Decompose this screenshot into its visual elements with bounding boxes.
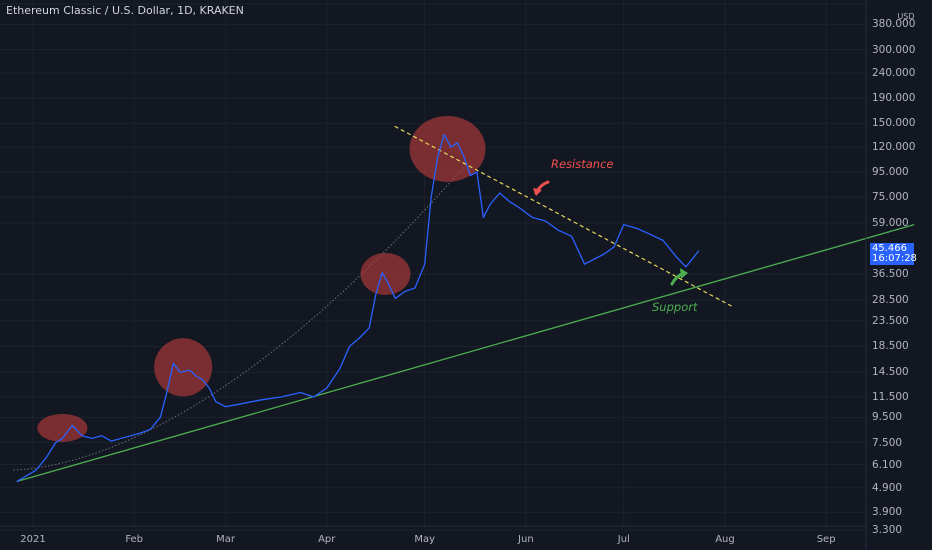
- price-tick-label: 120.000: [872, 141, 916, 154]
- time-tick-label: Jul: [617, 534, 630, 545]
- highlight-circle: [409, 115, 486, 182]
- price-tick-label: 59.000: [872, 216, 909, 229]
- support-label: Support: [652, 300, 698, 314]
- parabolic-curve: [13, 166, 465, 471]
- time-tick-label: Aug: [715, 534, 735, 545]
- price-tick-label: 300.000: [872, 43, 916, 56]
- price-tick-label: 18.500: [872, 340, 909, 353]
- price-tick-label: 75.000: [872, 191, 909, 204]
- currency-label: USD: [897, 12, 915, 21]
- price-tick-label: 3.300: [872, 524, 903, 536]
- price-tick-label: 6.100: [872, 458, 903, 471]
- time-tick-label: 2021: [20, 534, 46, 545]
- price-tick-label: 380.000: [872, 18, 916, 31]
- support-line: [16, 223, 915, 483]
- current-price: 45.466: [872, 243, 907, 254]
- time-tick-label: Jun: [518, 534, 534, 545]
- price-tick-label: 150.000: [872, 117, 916, 130]
- price-tick-label: 14.500: [872, 366, 909, 379]
- price-tick-label: 3.900: [872, 506, 903, 519]
- price-tick-label: 11.500: [872, 390, 909, 403]
- time-tick-label: Apr: [318, 534, 336, 545]
- current-price-badge: 45.466 16:07:28: [870, 243, 917, 265]
- time-tick-label: May: [414, 534, 436, 545]
- support-trendline: [16, 223, 915, 483]
- price-tick-label: 240.000: [872, 67, 916, 80]
- support-arrow-head: [680, 268, 688, 279]
- highlight-circle: [154, 338, 213, 397]
- price-line: [16, 133, 700, 483]
- highlight-circle: [360, 252, 411, 295]
- time-tick-label: Mar: [216, 534, 235, 545]
- resistance-trendline: [394, 125, 732, 307]
- price-tick-label: 190.000: [872, 92, 916, 105]
- highlight-circle: [37, 413, 88, 442]
- price-tick-label: 28.500: [872, 294, 909, 307]
- resistance-line: [394, 125, 732, 307]
- price-tick-label: 23.500: [872, 314, 909, 327]
- annotation-arrows: [533, 180, 688, 286]
- chart-title: Ethereum Classic / U.S. Dollar, 1D, KRAK…: [6, 4, 244, 17]
- resistance-label: Resistance: [551, 157, 614, 171]
- bar-countdown: 16:07:28: [872, 253, 917, 264]
- price-tick-label: 36.500: [872, 267, 909, 280]
- price-series: [16, 133, 700, 483]
- time-tick-label: Feb: [125, 534, 144, 545]
- price-tick-label: 7.500: [872, 436, 903, 449]
- price-tick-label: 9.500: [872, 411, 903, 424]
- price-tick-label: 95.000: [872, 166, 909, 179]
- time-tick-label: Sep: [816, 534, 836, 545]
- price-tick-label: 4.900: [872, 481, 903, 494]
- resistance-arrow-head: [533, 188, 542, 196]
- parabolic-curve-path: [13, 166, 465, 471]
- grid: [0, 0, 866, 531]
